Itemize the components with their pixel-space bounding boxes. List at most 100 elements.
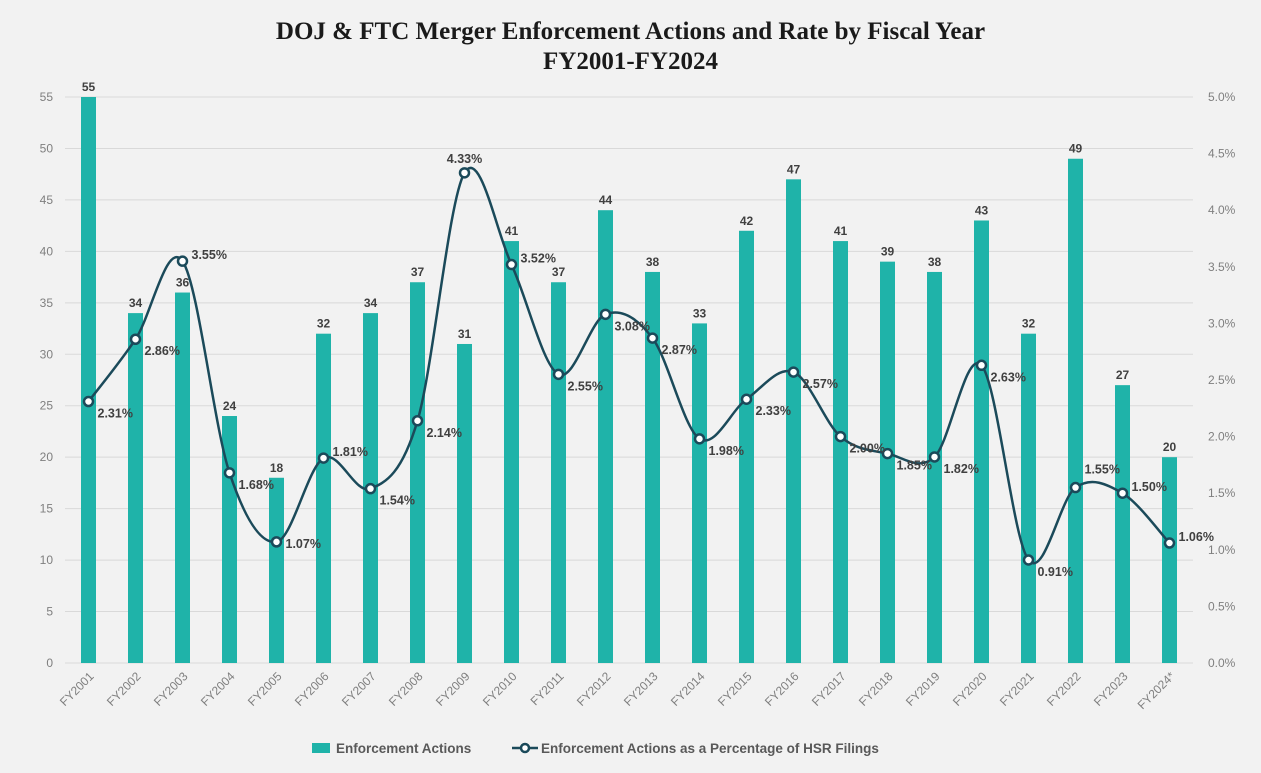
line-value-label: 3.08%: [615, 319, 650, 333]
line-value-label: 1.85%: [897, 459, 932, 473]
line-value-label: 1.82%: [944, 462, 979, 476]
line-point: [317, 452, 330, 464]
line-value-label: 3.55%: [192, 248, 227, 262]
bar: [1021, 333, 1036, 663]
line-point: [223, 467, 236, 479]
line-value-label: 2.87%: [662, 343, 697, 357]
line-value-label: 4.33%: [447, 152, 482, 166]
x-tick-label: FY2008: [386, 669, 426, 709]
line-value-label: 3.52%: [521, 252, 556, 266]
x-tick-label: FY2012: [574, 669, 614, 709]
bar-value-label: 37: [552, 265, 566, 279]
bar-value-label: 37: [411, 265, 425, 279]
bar: [1162, 457, 1177, 663]
bar-value-label: 33: [693, 306, 707, 320]
line-point: [82, 395, 95, 408]
bar: [880, 261, 895, 663]
bar-value-label: 39: [881, 245, 895, 259]
y-left-tick-label: 30: [40, 347, 54, 361]
y-right-tick-label: 4.5%: [1208, 147, 1236, 161]
bar-value-label: 38: [928, 255, 942, 269]
line-point: [129, 333, 142, 345]
y-left-tick-label: 35: [40, 296, 54, 310]
line-point: [1022, 554, 1035, 566]
line-value-label: 2.33%: [756, 404, 791, 418]
line-point: [1069, 481, 1082, 494]
bar-value-label: 42: [740, 214, 754, 228]
line-point: [740, 393, 753, 405]
line-value-label: 2.57%: [803, 377, 838, 391]
chart-title: DOJ & FTC Merger Enforcement Actions and…: [275, 18, 986, 45]
x-tick-label: FY2010: [480, 669, 520, 709]
y-right-tick-label: 3.5%: [1208, 260, 1236, 274]
bar-value-label: 24: [223, 399, 237, 413]
y-right-tick-label: 0.5%: [1208, 599, 1236, 613]
x-tick-label: FY2004: [198, 669, 238, 709]
line-value-label: 1.07%: [286, 537, 321, 551]
line-point: [975, 359, 988, 372]
line-point: [646, 332, 659, 344]
x-tick-label: FY2002: [104, 669, 144, 709]
line-point: [1163, 537, 1176, 549]
bar-value-label: 34: [364, 296, 378, 310]
line-point: [364, 482, 377, 495]
bar-value-label: 41: [505, 224, 519, 238]
bar-value-label: 43: [975, 203, 989, 217]
y-left-tick-label: 5: [46, 605, 53, 619]
series-line: [87, 166, 1171, 565]
x-tick-label: FY2001: [57, 669, 97, 709]
bar: [175, 292, 190, 663]
line-value-label: 1.55%: [1085, 463, 1120, 477]
y-left-tick-label: 20: [40, 450, 54, 464]
line-value-label: 2.00%: [850, 442, 885, 456]
y-left-tick-label: 10: [40, 553, 54, 567]
bar: [833, 241, 848, 663]
line-value-label: 2.63%: [991, 370, 1026, 384]
line-point: [176, 255, 189, 267]
x-tick-label: FY2014: [668, 669, 708, 709]
bar: [1068, 158, 1083, 663]
bar: [598, 210, 613, 663]
bar-value-label: 34: [129, 296, 143, 310]
x-tick-label: FY2007: [339, 669, 379, 709]
line-value-label: 2.86%: [145, 344, 180, 358]
bar: [692, 323, 707, 663]
x-tick-label: FY2024*: [1135, 669, 1178, 712]
line-point: [881, 447, 894, 460]
line-value-label: 1.50%: [1132, 480, 1167, 494]
bar-value-label: 32: [1022, 317, 1036, 331]
line-point: [552, 368, 565, 381]
bar-value-label: 55: [82, 80, 96, 94]
bar: [269, 477, 284, 663]
legend-marker-swatch: [519, 742, 531, 754]
bar-value-label: 18: [270, 461, 284, 475]
y-left-tick-label: 40: [40, 244, 54, 258]
chart-subtitle: FY2001-FY2024: [543, 48, 718, 75]
bar: [410, 282, 425, 663]
line-point: [411, 415, 424, 427]
line-value-label: 1.81%: [333, 445, 368, 459]
x-tick-label: FY2016: [762, 669, 802, 709]
x-tick-label: FY2019: [903, 669, 943, 709]
bar: [551, 282, 566, 663]
x-tick-label: FY2003: [151, 669, 191, 709]
bar-value-label: 27: [1116, 368, 1130, 382]
line-point: [787, 366, 800, 378]
bar: [457, 343, 472, 663]
bar-value-label: 36: [176, 276, 190, 290]
y-left-tick-label: 0: [46, 656, 53, 670]
bar: [1115, 385, 1130, 663]
y-right-tick-label: 0.0%: [1208, 656, 1236, 670]
line-point: [599, 308, 612, 321]
y-left-tick-label: 50: [40, 141, 54, 155]
bar-value-label: 44: [599, 193, 613, 207]
x-tick-label: FY2013: [621, 669, 661, 709]
bar: [786, 179, 801, 663]
x-tick-label: FY2021: [997, 669, 1037, 709]
line-point: [693, 433, 706, 445]
x-tick-label: FY2018: [856, 669, 896, 709]
line-point: [270, 536, 283, 548]
bar: [504, 241, 519, 663]
y-right-tick-label: 2.5%: [1208, 373, 1236, 387]
